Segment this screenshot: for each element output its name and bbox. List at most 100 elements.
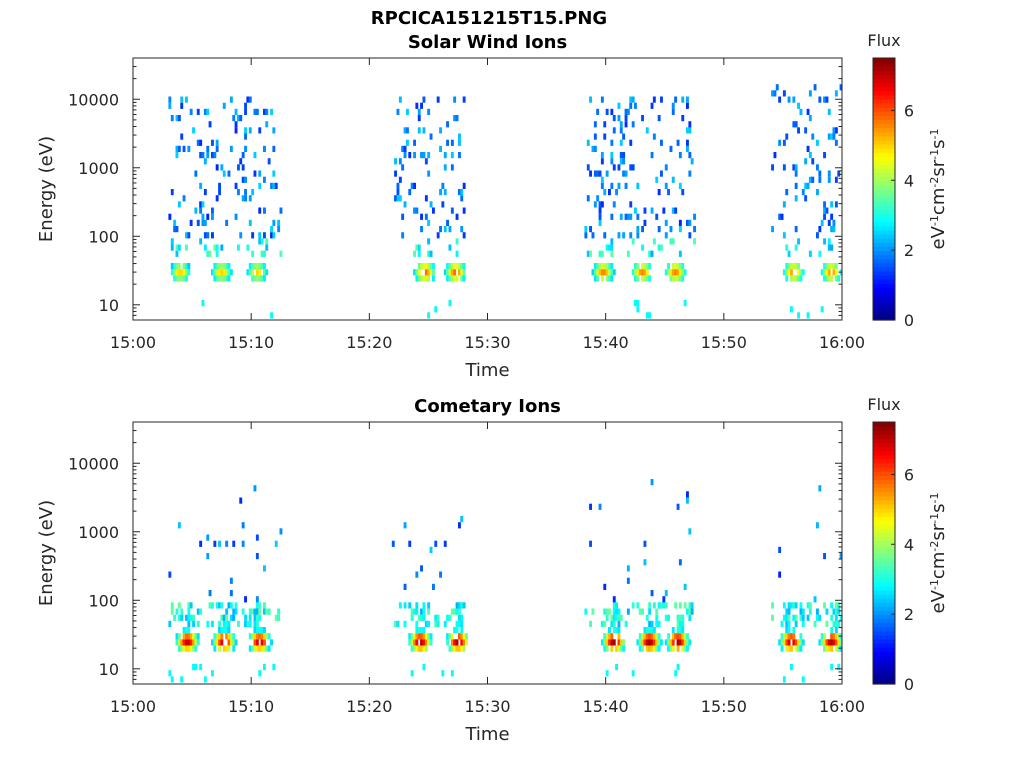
flux-cell — [825, 645, 829, 652]
flux-cell — [683, 300, 687, 307]
flux-cell — [398, 195, 402, 202]
flux-cell — [274, 182, 278, 189]
flux-cell — [422, 152, 426, 159]
flux-cell — [785, 627, 789, 634]
flux-cell — [199, 152, 203, 159]
flux-cell — [450, 152, 454, 159]
flux-cell — [460, 189, 464, 196]
flux-cell — [615, 608, 618, 615]
flux-cell — [229, 145, 233, 152]
flux-cell — [650, 645, 654, 652]
flux-cell — [622, 158, 626, 165]
flux-cell — [600, 96, 604, 103]
flux-cell — [177, 145, 181, 152]
flux-cell — [274, 540, 278, 547]
flux-cell — [648, 620, 652, 627]
colorbar-swatch — [873, 127, 895, 133]
flux-cell — [605, 263, 609, 270]
flux-cell — [674, 275, 678, 282]
colorbar-swatch — [873, 593, 895, 599]
flux-cell — [260, 238, 264, 245]
flux-cell — [258, 602, 262, 609]
flux-cell — [626, 577, 630, 584]
flux-cell — [593, 133, 597, 140]
flux-cell — [605, 670, 609, 677]
flux-cell — [429, 269, 433, 276]
flux-cell — [608, 263, 611, 270]
flux-cell — [443, 540, 447, 547]
flux-cell — [446, 121, 449, 128]
flux-cell — [180, 102, 184, 109]
flux-cell — [830, 627, 834, 634]
flux-cell — [617, 115, 621, 122]
flux-cell — [686, 497, 689, 504]
flux-cell — [674, 207, 678, 214]
flux-cell — [460, 627, 464, 634]
flux-cell — [801, 189, 805, 196]
flux-cell — [182, 145, 186, 152]
colorbar-swatch — [873, 467, 895, 472]
flux-cell — [636, 226, 640, 233]
flux-cell — [182, 627, 186, 634]
flux-cell — [608, 633, 611, 640]
flux-cell — [199, 608, 203, 615]
flux-cell — [619, 645, 623, 652]
flux-cell — [177, 639, 181, 646]
colorbar-swatch — [873, 520, 895, 525]
flux-cell — [801, 620, 805, 627]
flux-cell — [260, 263, 264, 270]
flux-cell — [612, 164, 616, 171]
flux-cell — [222, 269, 226, 276]
colorbar-swatch — [873, 454, 895, 460]
flux-cell — [180, 676, 184, 683]
flux-cell — [626, 213, 630, 220]
flux-cell — [636, 602, 640, 609]
flux-cell — [652, 133, 656, 140]
colorbar-swatch — [873, 62, 895, 67]
flux-cell — [645, 263, 649, 270]
flux-cell — [218, 602, 221, 609]
flux-cell — [610, 639, 614, 646]
flux-cell — [180, 645, 184, 652]
flux-cell — [455, 263, 459, 270]
flux-cell — [657, 645, 661, 652]
flux-cell — [237, 164, 240, 171]
flux-cell — [813, 620, 817, 627]
flux-cell — [248, 263, 252, 270]
flux-cell — [265, 608, 269, 615]
flux-cell — [771, 164, 774, 171]
flux-cell — [244, 102, 247, 109]
colorbar-swatch — [873, 279, 895, 284]
flux-cell — [799, 269, 803, 276]
flux-cell — [589, 170, 592, 177]
flux-cell — [196, 620, 200, 627]
flux-cell — [420, 633, 423, 640]
flux-cell — [834, 645, 838, 652]
flux-cell — [196, 639, 200, 646]
flux-cell — [834, 639, 838, 646]
flux-cell — [608, 269, 611, 276]
flux-cell — [586, 139, 590, 146]
flux-cell — [439, 189, 442, 196]
flux-cell — [834, 201, 838, 208]
colorbar-swatch — [873, 160, 895, 166]
flux-cell — [427, 250, 431, 257]
flux-cell — [782, 139, 786, 146]
y-tick-label: 100 — [88, 591, 119, 610]
flux-cell — [655, 213, 659, 220]
flux-cell — [218, 633, 221, 640]
flux-cell — [213, 633, 217, 640]
flux-cell — [258, 263, 262, 270]
flux-cell — [648, 633, 652, 640]
flux-cell — [187, 639, 191, 646]
flux-cell — [799, 633, 803, 640]
flux-cell — [453, 608, 457, 615]
flux-cell — [208, 250, 212, 257]
flux-cell — [222, 614, 226, 621]
flux-cell — [825, 207, 829, 214]
flux-cell — [432, 583, 435, 590]
flux-cell — [837, 664, 841, 671]
y-tick-label: 10 — [99, 296, 119, 315]
flux-cell — [415, 620, 419, 627]
flux-cell — [258, 627, 262, 634]
